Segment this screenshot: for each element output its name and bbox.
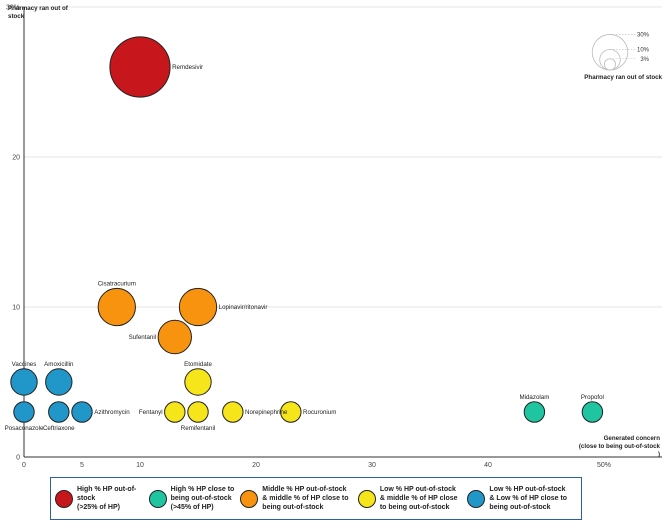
point-label: Lopinavir/ritonavir [219,304,268,311]
point-labels: Remdesivir Cisatracurium Lopinavir/ritonav… [5,64,604,432]
bubble-propofol [581,401,604,423]
size-legend-label: 10% [637,47,650,53]
point-label: Remdesivir [172,64,203,71]
point-label: Cisatracurium [98,280,136,287]
size-legend-circle [591,34,629,71]
bubble-lopinavir-ritonavir [178,287,218,327]
y-tick-label: 10 [12,305,20,312]
point-label: Vaccines [12,361,37,368]
size-legend-title: Pharmacy ran out of stock [584,74,662,81]
legend-swatch [467,489,486,508]
y-axis-title-line2: stock [8,13,25,20]
point-label: Posaconazole [5,425,44,432]
point-label: Rocuronium [303,409,336,416]
bubble-remdesivir [109,36,171,98]
bubble-norepinephrine [222,401,244,423]
bubble-amoxicillin [45,368,73,396]
bubble-posaconazole [13,401,35,423]
legend-label: Low % HP out-of-stock & Low % of HP clos… [489,486,568,511]
point-label: Remifentanil [181,425,215,432]
legend-label: Low % HP out-of-stock & middle % of HP c… [379,486,458,511]
y-axis-title-line1: Pharmacy ran out of [8,5,69,12]
x-tick-label: 40 [484,462,492,469]
point-label: Propofol [581,394,604,401]
point-label: Midazolam [519,394,549,401]
legend-item-middle: Middle % HP out-of-stock & middle % of H… [240,478,358,519]
legend-swatch [240,489,259,508]
size-legend-circle [603,58,617,71]
point-label: Ceftriaxone [43,425,75,432]
x-tick-label: 10 [136,462,144,469]
size-legend-circle [599,49,621,71]
legend-label: Middle % HP out-of-stock & middle % of H… [262,486,349,511]
legend-item-high: High % HP out-of-stock (>25% of HP) [55,478,149,519]
legend-item-low: Low % HP out-of-stock & Low % of HP clos… [467,478,577,519]
legend-swatch [55,489,73,508]
bubble-etomidate [184,368,212,396]
point-label: Azithromycin [94,409,130,416]
bubble-remifentanil [187,401,209,423]
bubble-ceftriaxone [48,401,70,423]
legend-swatch [148,489,167,508]
bubble-azithromycin [71,401,93,423]
point-label: Fentanyl [139,409,163,416]
x-tick-label: 20 [252,462,260,469]
size-legend-label: 30% [637,32,650,38]
x-tick-label: 50% [597,462,611,469]
legend-swatch [357,489,376,508]
size-legend-label: 3% [640,57,649,63]
bubble-midazolam [523,401,546,423]
x-tick-label: 5 [80,462,84,469]
x-tick-label: 0 [22,462,26,469]
x-tick-label: 30 [368,462,376,469]
axes: 0 10 20 30% 0 5 10 20 30 40 50% [6,5,662,469]
legend-label: High % HP out-of-stock (>25% of HP) [77,486,137,511]
bubble-cisatracurium [97,287,136,327]
legend-label: High % HP close to being out-of-stock (>… [170,486,235,511]
y-tick-label: 0 [16,455,20,462]
bubble-fentanyl [164,401,186,423]
category-legend: High % HP out-of-stock (>25% of HP) High … [50,477,582,520]
x-axis-title-line2: (close to being out-of-stock [579,443,661,450]
point-label: Norepinephrine [245,409,288,416]
x-axis-title-line1: Generated concern [604,435,661,442]
point-label: Amoxicillin [44,361,74,368]
legend-item-close: High % HP close to being out-of-stock (>… [148,478,241,519]
legend-item-low_mid: Low % HP out-of-stock & middle % of HP c… [357,478,468,519]
point-label: Etomidate [184,361,212,368]
y-tick-label: 20 [12,155,20,162]
point-label: Sufentanil [129,334,157,341]
size-legend: 30% 10% 3% Pharmacy ran out of stock [584,32,662,81]
bubble-rocuronium [280,401,302,423]
x-axis-title-line3: ) [658,451,660,458]
y-tick-label: 30% [6,5,20,12]
bubble-sufentanil [157,319,192,355]
bubble-vaccines [10,368,38,396]
bubbles [10,36,604,423]
